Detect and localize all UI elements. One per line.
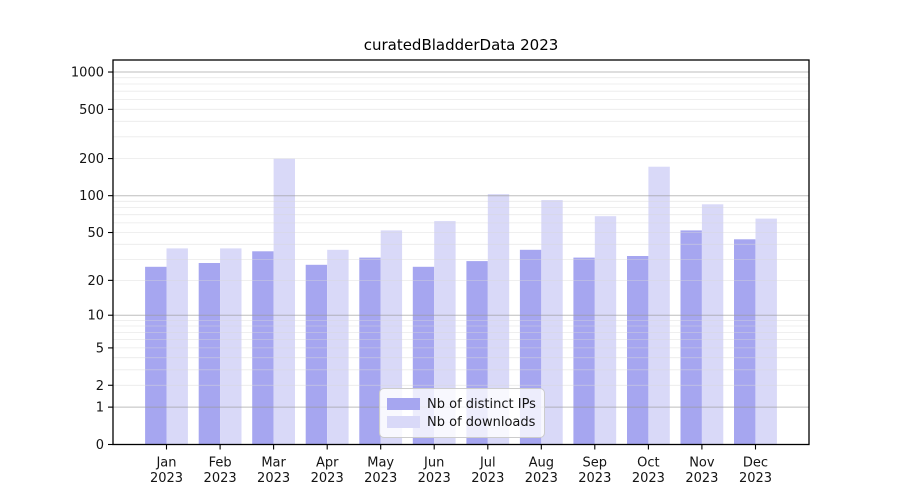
x-tick-label-year: 2023: [418, 471, 451, 486]
y-tick-label: 10: [87, 309, 104, 324]
bar-downloads-dec: [755, 218, 777, 445]
legend-item-downloads: Nb of downloads: [387, 416, 536, 429]
x-tick-label-month: Jul: [479, 456, 496, 471]
x-tick-label-month: May: [367, 456, 394, 471]
x-tick-label-month: Mar: [261, 456, 286, 471]
x-tick-label-year: 2023: [257, 471, 290, 486]
legend: Nb of distinct IPs Nb of downloads: [379, 388, 545, 438]
x-tick-label-year: 2023: [525, 471, 558, 486]
bar-downloads-oct: [648, 166, 670, 445]
bar-distinct-ips-dec: [734, 239, 756, 445]
bar-distinct-ips-jan: [145, 266, 167, 445]
x-tick-label-year: 2023: [204, 471, 237, 486]
legend-swatch-downloads-icon: [387, 416, 420, 428]
bar-downloads-jul: [487, 194, 510, 445]
y-tick-label: 500: [79, 103, 104, 118]
bar-downloads-aug: [541, 200, 563, 445]
x-tick-label-year: 2023: [150, 471, 183, 486]
x-tick-label-year: 2023: [471, 471, 504, 486]
legend-label-distinct-ips: Nb of distinct IPs: [427, 396, 536, 412]
x-tick-label-month: Oct: [637, 456, 659, 471]
legend-swatch-distinct-ips-icon: [387, 398, 420, 410]
y-tick-label: 5: [96, 341, 104, 356]
bar-downloads-apr: [327, 249, 349, 445]
y-tick-label: 100: [79, 189, 104, 204]
legend-label-downloads: Nb of downloads: [427, 414, 536, 430]
y-tick-label: 2: [96, 379, 104, 394]
bar-distinct-ips-oct: [627, 256, 649, 445]
y-tick-label: 1: [96, 401, 104, 416]
x-tick-label-year: 2023: [685, 471, 718, 486]
bar-distinct-ips-may: [359, 257, 381, 445]
bar-distinct-ips-nov: [680, 230, 702, 445]
bar-downloads-mar: [273, 158, 295, 445]
x-tick-label-month: Apr: [316, 456, 339, 471]
x-tick-label-year: 2023: [578, 471, 611, 486]
chart-title: curatedBladderData 2023: [363, 36, 559, 54]
x-tick-label-month: Nov: [689, 456, 715, 471]
plot-frame: [112, 59, 810, 446]
bar-downloads-sep: [594, 216, 617, 445]
x-tick-label-month: Dec: [743, 456, 768, 471]
bar-distinct-ips-apr: [305, 264, 328, 445]
x-tick-label-month: Aug: [529, 456, 554, 471]
x-tick-label-year: 2023: [632, 471, 665, 486]
bar-downloads-jan: [166, 248, 188, 445]
bar-distinct-ips-sep: [573, 257, 595, 445]
x-tick-label-month: Sep: [583, 456, 608, 471]
bar-downloads-nov: [701, 204, 724, 445]
x-tick-label-month: Feb: [209, 456, 232, 471]
bar-downloads-feb: [220, 248, 242, 445]
x-tick-label-year: 2023: [739, 471, 772, 486]
legend-item-distinct-ips: Nb of distinct IPs: [387, 398, 536, 411]
y-tick-label: 20: [87, 274, 104, 289]
y-tick-label: 0: [96, 438, 104, 453]
y-tick-label: 200: [79, 152, 104, 167]
y-tick-label: 1000: [71, 66, 104, 81]
x-tick-label-year: 2023: [311, 471, 344, 486]
x-tick-label-year: 2023: [364, 471, 397, 486]
bar-distinct-ips-feb: [198, 263, 221, 445]
x-tick-label-month: Jun: [423, 456, 444, 471]
y-tick-label: 50: [87, 226, 104, 241]
x-tick-label-month: Jan: [155, 456, 176, 471]
